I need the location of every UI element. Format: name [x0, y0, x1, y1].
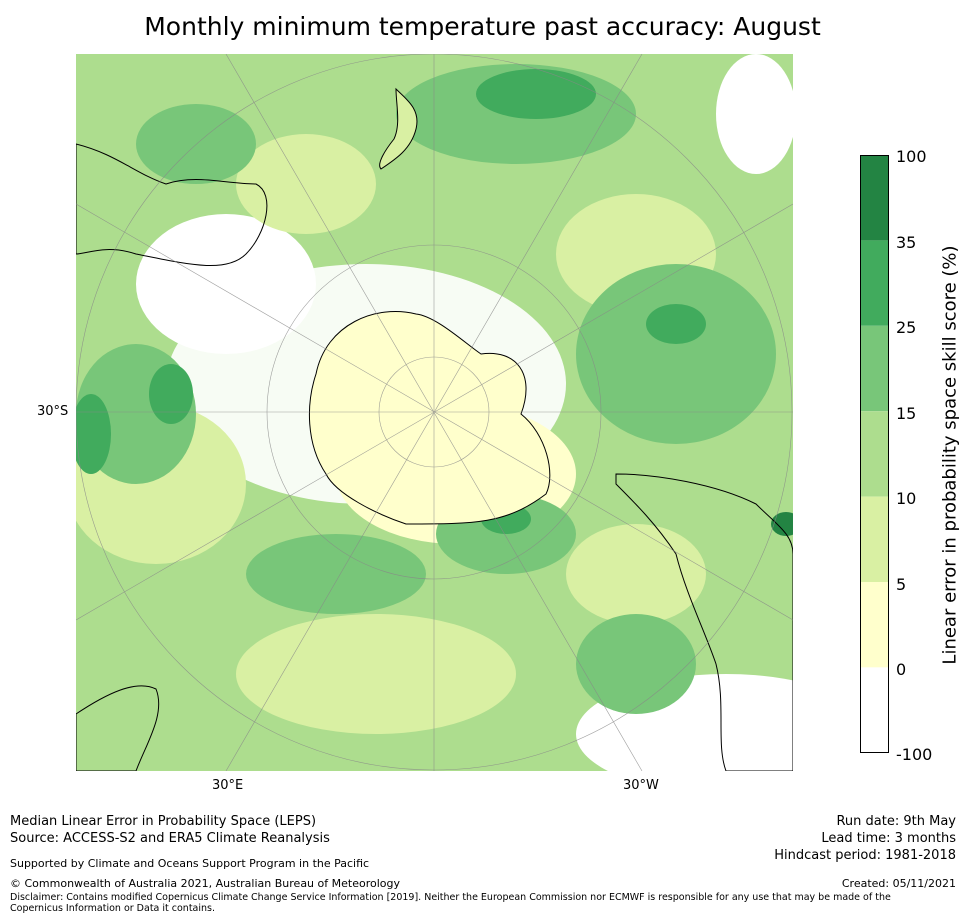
- colorbar-tick-15: 15: [896, 404, 917, 423]
- australia-coastline: [76, 143, 268, 266]
- colorbar-band-35: [860, 240, 889, 326]
- colorbar-frame: [860, 155, 889, 753]
- lat-label-30s: 30°S: [37, 404, 69, 419]
- footer-created: Created: 05/11/2021: [841, 877, 956, 890]
- colorbar-tick-5: 5: [896, 575, 907, 594]
- colorbar-band-5: [860, 582, 889, 668]
- colorbar-tick-0: 0: [896, 660, 907, 679]
- graticule: [76, 54, 793, 771]
- lon-label-30w: 30°W: [623, 778, 659, 793]
- colorbar-band-0: [860, 667, 889, 753]
- footer-source: Source: ACCESS-S2 and ERA5 Climate Reana…: [10, 831, 330, 846]
- new-zealand-coastline: [379, 87, 418, 170]
- map-panel: [76, 54, 793, 771]
- footer-run-date: Run date: 9th May: [836, 814, 956, 829]
- colorbar-tick-100: 100: [896, 147, 927, 166]
- colorbar-band-10: [860, 496, 889, 582]
- colorbar-band-25: [860, 325, 889, 412]
- footer-disclaimer: Disclaimer: Contains modified Copernicus…: [10, 892, 891, 914]
- south-america-coastline: [615, 473, 793, 771]
- colorbar-tick-10: 10: [896, 489, 917, 508]
- footer-lead-time: Lead time: 3 months: [821, 831, 956, 846]
- africa-coastline: [76, 685, 160, 771]
- footer-hindcast: Hindcast period: 1981-2018: [774, 848, 956, 863]
- footer-copyright: © Commonwealth of Australia 2021, Austra…: [10, 877, 400, 890]
- footer-method: Median Linear Error in Probability Space…: [10, 814, 317, 829]
- colorbar-tick-35: 35: [896, 233, 917, 252]
- colorbar-tick-minus100: -100: [896, 745, 933, 764]
- colorbar-band-100: [860, 155, 889, 241]
- colorbar-label: Linear error in probability space skill …: [939, 245, 961, 665]
- colorbar: [860, 155, 889, 753]
- colorbar-tick-25: 25: [896, 318, 917, 337]
- lon-label-30e: 30°E: [212, 778, 244, 793]
- chart-title: Monthly minimum temperature past accurac…: [144, 12, 821, 41]
- colorbar-band-15: [860, 411, 889, 497]
- footer-support: Supported by Climate and Oceans Support …: [10, 857, 370, 870]
- antarctica-coastline: [309, 311, 551, 525]
